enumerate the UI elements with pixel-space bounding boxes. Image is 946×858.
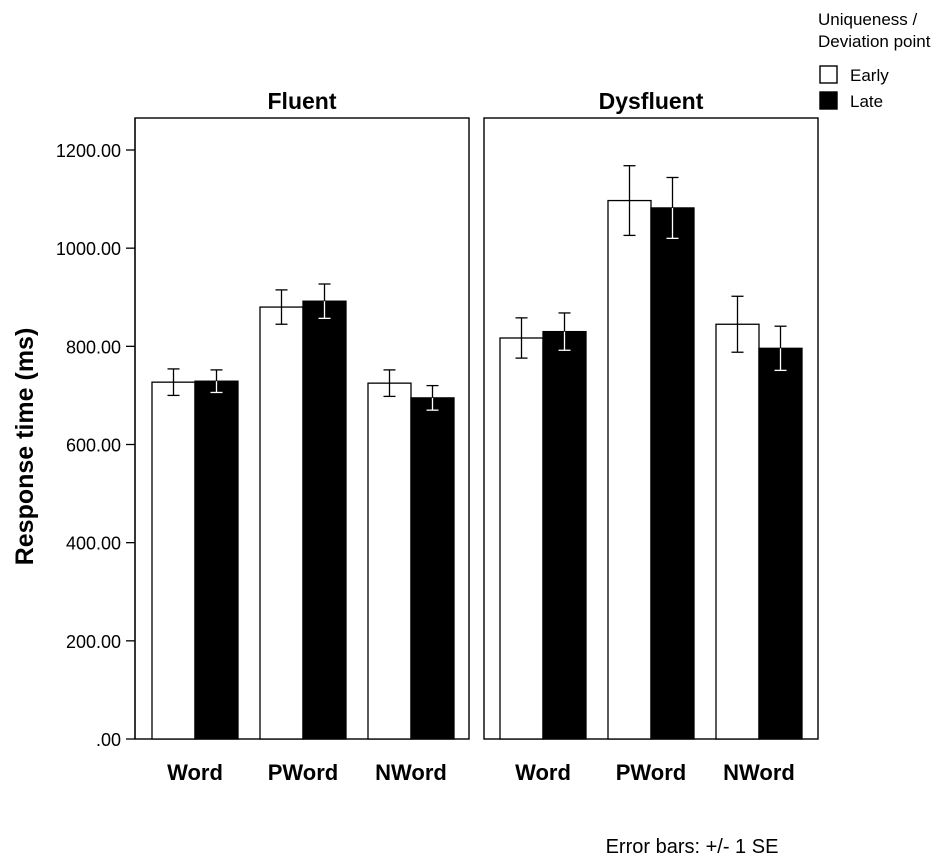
y-tick-label: 400.00 [66,534,121,554]
bar-fluent-nword-late [410,397,455,740]
error-bar [167,368,180,397]
x-tick-label: Word [167,760,223,785]
x-tick-label: NWord [375,760,447,785]
y-axis-label: Response time (ms) [11,328,39,566]
panel-title: Dysfluent [599,88,704,114]
error-bar [210,369,223,394]
error-bar [731,295,744,353]
legend-label-early: Early [850,66,889,85]
error-bar [774,325,787,372]
bar-dysfluent-pword-late [650,207,695,740]
legend-title: Uniqueness / [818,10,918,29]
y-tick-label: 200.00 [66,632,121,652]
x-tick-label: PWord [616,760,686,785]
error-bar [515,317,528,359]
error-bar [666,176,679,240]
bar-fluent-pword-early [259,306,304,740]
bar-fluent-word-early [151,381,196,740]
x-tick-label: Word [515,760,571,785]
bar-fluent-nword-early [367,382,412,740]
y-tick-label: 1000.00 [56,239,121,259]
bar-dysfluent-pword-early [607,199,652,740]
error-bar [318,283,331,320]
legend-swatch-early [819,65,838,84]
error-bar [383,369,396,398]
panel-fluent: Fluent Word PWord NWord [134,88,470,785]
y-tick-label: 800.00 [66,337,121,357]
legend: Uniqueness / Deviation point Early Late [818,10,931,111]
x-tick-label: PWord [268,760,338,785]
legend-swatch-late [819,91,838,110]
legend-title: Deviation point [818,32,931,51]
bar-dysfluent-nword-early [715,323,760,740]
panel-dysfluent: Dysfluent Word PWord NWord [483,88,819,785]
bar-fluent-word-late [194,380,239,740]
error-bar [623,165,636,237]
bar-fluent-pword-late [302,300,347,740]
y-tick-label: 1200.00 [56,141,121,161]
bar-dysfluent-nword-late [758,347,803,740]
bar-dysfluent-word-early [499,337,544,740]
error-bar [426,384,439,411]
error-bar [558,312,571,351]
bar-dysfluent-word-late [542,330,587,740]
x-tick-label: NWord [723,760,795,785]
error-bar [275,289,288,325]
error-bar-footnote: Error bars: +/- 1 SE [606,836,779,858]
legend-label-late: Late [850,92,883,111]
panel-title: Fluent [268,88,337,114]
y-tick-label: .00 [96,730,121,750]
y-tick-label: 600.00 [66,436,121,456]
